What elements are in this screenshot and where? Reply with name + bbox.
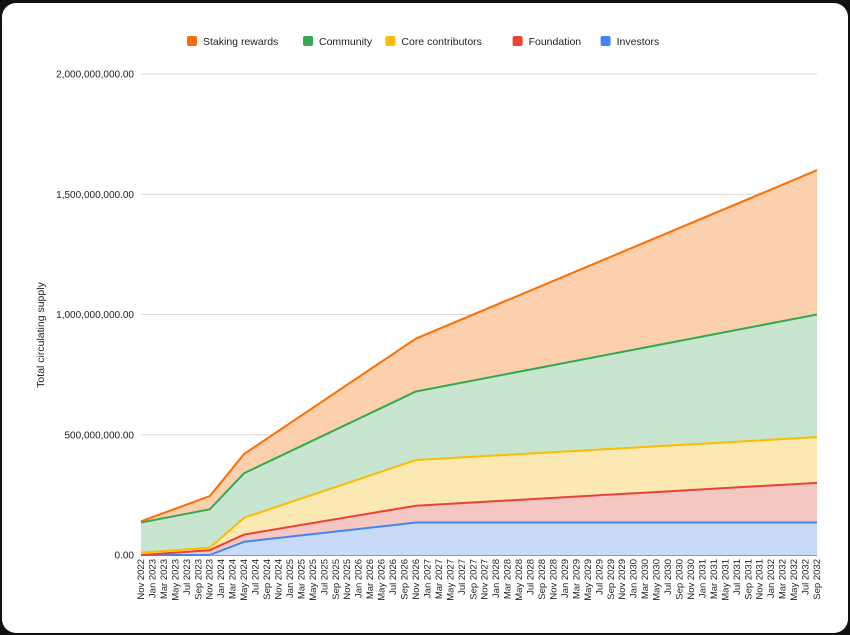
x-tick-label: Sep 2027 (468, 559, 479, 600)
x-tick-label: Nov 2029 (617, 559, 628, 600)
legend-swatch (385, 36, 396, 46)
x-tick-label: Sep 2026 (400, 559, 411, 600)
x-tick-label: Mar 2023 (159, 559, 170, 599)
area-foundation (141, 482, 817, 555)
area-staking-rewards (141, 170, 817, 523)
x-tick-label: Sep 2031 (743, 559, 754, 600)
x-tick-label: Jan 2032 (766, 559, 777, 598)
x-tick-label: May 2030 (652, 559, 663, 601)
line-community (140, 313, 818, 524)
x-tick-label: May 2032 (789, 559, 800, 601)
x-tick-label: Mar 2026 (365, 559, 376, 599)
y-axis-ticks: 0.00 500,000,000.00 1,000,000,000.00 1,500,… (56, 70, 134, 562)
x-tick-label: Jan 2026 (354, 559, 365, 598)
stacked-area-chart: Staking rewards Community Core contributor… (35, 36, 823, 601)
legend-item-foundation[interactable]: Foundation (512, 36, 582, 48)
line-foundation (140, 481, 818, 556)
x-tick-label: May 2029 (583, 559, 594, 601)
x-tick-label: Nov 2027 (480, 559, 491, 600)
legend-swatch (187, 36, 197, 46)
x-tick-label: Sep 2025 (331, 559, 342, 600)
legend-label: Foundation (529, 36, 582, 48)
line-staking-rewards (140, 169, 818, 523)
x-tick-label: Mar 2030 (640, 559, 651, 599)
y-tick-label: 500,000,000.00 (64, 430, 134, 441)
x-tick-label: Mar 2028 (503, 559, 514, 599)
x-tick-label: Jul 2031 (732, 559, 743, 595)
x-tick-label: Jul 2027 (457, 559, 468, 595)
x-tick-label: Sep 2028 (537, 559, 548, 600)
x-tick-label: May 2023 (170, 559, 181, 601)
y-tick-label: 0.00 (115, 551, 135, 562)
x-tick-label: Jan 2028 (491, 559, 502, 598)
x-tick-label: May 2031 (720, 559, 731, 601)
line-core-contributors (140, 436, 818, 554)
x-tick-label: Jan 2030 (629, 559, 640, 598)
x-tick-label: Sep 2032 (812, 559, 823, 600)
x-tick-label: May 2025 (308, 559, 319, 601)
x-tick-label: Nov 2025 (342, 559, 353, 600)
x-tick-label: Mar 2031 (709, 559, 720, 599)
x-tick-label: Mar 2027 (434, 559, 445, 599)
x-tick-label: Jul 2026 (388, 559, 399, 595)
x-tick-label: Jan 2029 (560, 559, 571, 598)
x-tick-label: May 2028 (514, 559, 525, 601)
x-tick-label: Nov 2022 (136, 559, 147, 600)
series-lines (140, 169, 818, 556)
x-tick-label: Jan 2025 (285, 559, 296, 598)
area-core-contributors (141, 437, 817, 555)
x-tick-label: Mar 2024 (228, 559, 239, 599)
x-tick-label: Jul 2030 (663, 559, 674, 595)
x-tick-label: Jul 2032 (801, 559, 812, 595)
x-tick-label: Nov 2023 (205, 559, 216, 600)
legend-label: Staking rewards (203, 36, 278, 48)
legend-label: Investors (617, 36, 660, 48)
legend-item-investors[interactable]: Investors (600, 36, 660, 48)
chart-card: Staking rewards Community Core contributor… (2, 3, 848, 633)
x-tick-label: May 2024 (239, 559, 250, 601)
area-investors (141, 522, 817, 555)
x-tick-label: Nov 2028 (548, 559, 559, 600)
x-tick-label: Jul 2023 (182, 559, 193, 595)
area-community (141, 314, 817, 553)
x-axis-ticks: Nov 2022 Jan 2023 Mar 2023 May 2023 Jul 2023… (136, 559, 823, 601)
x-tick-label: Sep 2024 (262, 559, 273, 600)
x-tick-label: Jul 2025 (319, 559, 330, 595)
x-tick-label: Jan 2027 (422, 559, 433, 598)
legend-swatch (303, 36, 313, 46)
legend: Staking rewards Community Core contributor… (187, 36, 659, 48)
series-areas (141, 170, 817, 555)
x-tick-label: Nov 2031 (755, 559, 766, 600)
x-tick-label: May 2027 (445, 559, 456, 601)
y-tick-label: 1,000,000,000.00 (56, 310, 134, 321)
x-tick-label: Jan 2031 (697, 559, 708, 598)
x-tick-label: Mar 2025 (296, 559, 307, 599)
x-tick-label: Mar 2029 (571, 559, 582, 599)
y-tick-label: 2,000,000,000.00 (56, 70, 134, 81)
x-tick-label: Nov 2026 (411, 559, 422, 600)
x-tick-label: Jul 2028 (526, 559, 537, 595)
x-tick-label: Jul 2029 (594, 559, 605, 595)
x-tick-label: Sep 2023 (193, 559, 204, 600)
line-investors (141, 521, 817, 556)
x-tick-label: May 2026 (377, 559, 388, 601)
x-tick-label: Sep 2029 (606, 559, 617, 600)
y-axis-title: Total circulating supply (35, 281, 47, 387)
legend-item-staking-rewards[interactable]: Staking rewards (187, 36, 278, 48)
legend-swatch (600, 36, 611, 46)
y-tick-label: 1,500,000,000.00 (56, 190, 134, 201)
legend-item-core-contributors[interactable]: Core contributors (385, 36, 482, 48)
legend-item-community[interactable]: Community (303, 36, 373, 48)
x-tick-label: Nov 2024 (273, 559, 284, 600)
legend-label: Community (319, 36, 373, 48)
x-tick-label: Sep 2030 (675, 559, 686, 600)
legend-swatch (512, 36, 523, 46)
x-tick-label: Nov 2030 (686, 559, 697, 600)
x-tick-label: Jan 2024 (216, 559, 227, 598)
x-tick-label: Jul 2024 (251, 559, 262, 595)
x-tick-label: Jan 2023 (147, 559, 158, 598)
x-tick-label: Mar 2032 (778, 559, 789, 599)
legend-label: Core contributors (401, 36, 482, 48)
